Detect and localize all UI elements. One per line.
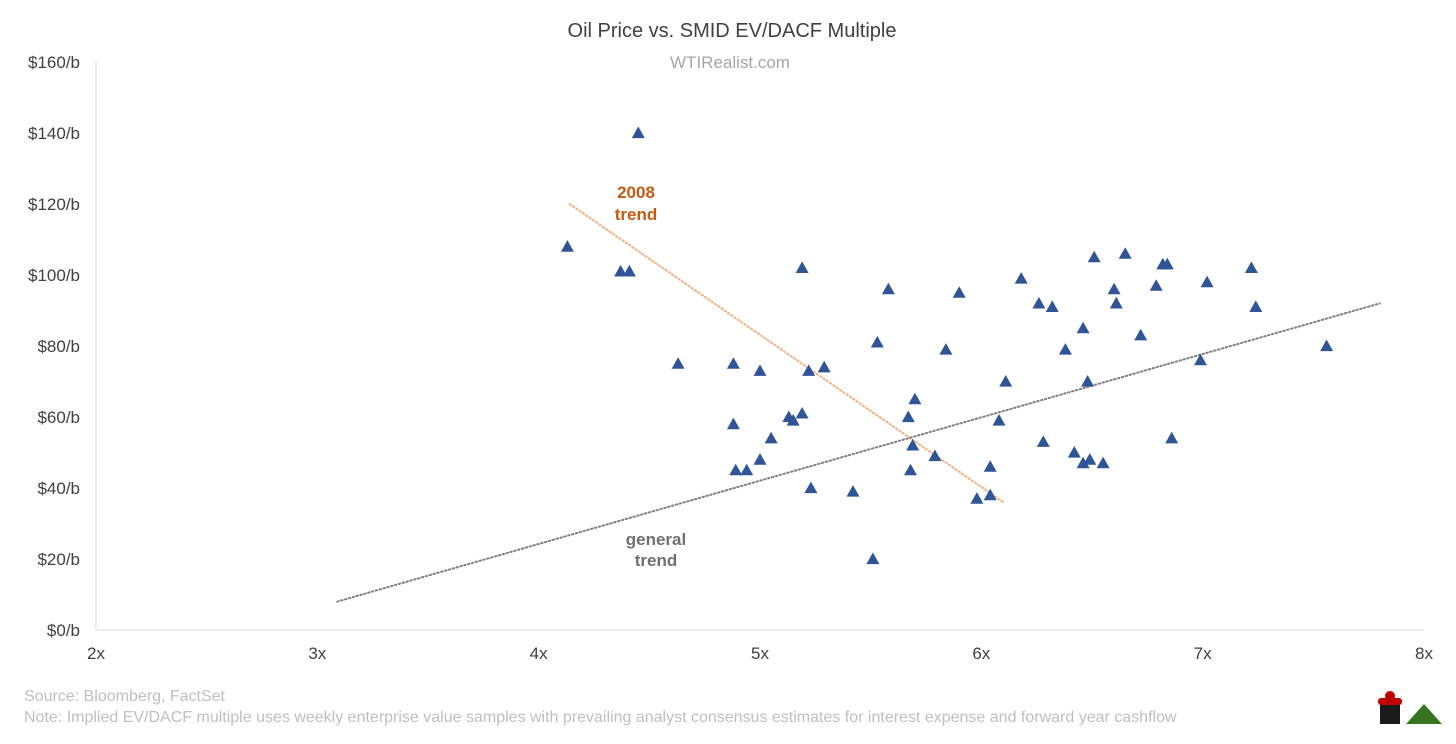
data-point-triangle [802, 364, 816, 376]
data-point-triangle [1067, 446, 1081, 458]
data-point-triangle [1087, 250, 1101, 263]
x-tick-label: 3x [308, 644, 326, 663]
y-tick-label: $120/b [28, 195, 80, 214]
data-point-triangle [870, 335, 884, 348]
x-tick-label: 6x [972, 644, 990, 663]
data-point-triangle [983, 460, 997, 472]
data-point-triangle [1109, 296, 1123, 309]
data-point-triangle [631, 126, 645, 139]
annotation-2008-trend-line2: trend [615, 205, 658, 224]
data-point-triangle [999, 375, 1013, 387]
data-point-triangle [753, 453, 767, 465]
data-point-triangle [983, 488, 997, 501]
data-point-triangle [560, 240, 574, 252]
data-point-triangle [1249, 300, 1263, 312]
data-point-triangle [1118, 247, 1132, 259]
data-point-triangle [1149, 279, 1163, 291]
data-point-triangle [1165, 431, 1179, 444]
y-tick-label: $140/b [28, 124, 80, 143]
x-tick-labels: 2x 3x 4x 5x 6x 7x 8x [87, 644, 1433, 663]
x-tick-label: 2x [87, 644, 105, 663]
data-point-triangle [726, 357, 740, 369]
data-point-triangle [1096, 456, 1110, 469]
data-point-triangle [1160, 257, 1174, 270]
data-point-triangle [1244, 261, 1258, 273]
x-tick-label: 4x [530, 644, 548, 663]
data-point-triangle [1134, 328, 1148, 341]
y-tick-label: $60/b [37, 408, 80, 427]
data-point-triangle [726, 417, 740, 430]
data-point-triangle [906, 438, 920, 451]
data-point-triangle [1320, 339, 1334, 352]
logo-derrick-top [1378, 698, 1402, 705]
annotation-2008-trend-line1: 2008 [617, 183, 655, 202]
data-point-triangle [740, 463, 754, 476]
y-tick-labels: $0/b $20/b $40/b $60/b $80/b $100/b $120/b $140… [28, 53, 80, 640]
trendline-2008 [568, 203, 1005, 504]
data-point-triangle [1083, 453, 1097, 465]
data-point-triangle [952, 286, 966, 298]
x-tick-label: 8x [1415, 644, 1433, 663]
y-tick-label: $40/b [37, 479, 80, 498]
data-point-triangle [866, 552, 880, 565]
trendlines [336, 203, 1381, 603]
data-point-triangle [729, 463, 743, 476]
data-point-triangle [881, 282, 895, 295]
data-point-triangle [1194, 353, 1207, 366]
data-point-triangle [1036, 435, 1050, 447]
data-point-triangle [753, 364, 767, 376]
logo-derrick-body [1380, 704, 1400, 724]
data-point-triangle [671, 357, 685, 369]
y-tick-label: $80/b [37, 337, 80, 356]
data-point-triangle [1058, 343, 1072, 355]
data-point-triangle [939, 343, 953, 355]
data-point-triangle [1076, 321, 1090, 334]
data-point-triangle [622, 264, 636, 277]
data-point-triangle [992, 414, 1006, 426]
data-point-triangle [846, 485, 860, 497]
y-tick-label: $20/b [37, 550, 80, 569]
y-tick-label: $100/b [28, 266, 80, 285]
source-note: Source: Bloomberg, FactSet [24, 688, 225, 705]
logo-green-hill [1406, 704, 1442, 724]
chart-title: Oil Price vs. SMID EV/DACF Multiple [568, 20, 897, 42]
data-point-triangle [764, 431, 778, 444]
methodology-note: Note: Implied EV/DACF multiple uses week… [24, 709, 1177, 726]
data-point-triangle [795, 261, 809, 273]
data-point-triangle [1081, 375, 1095, 387]
data-point-triangle [1107, 282, 1121, 295]
y-tick-label: $160/b [28, 53, 80, 72]
x-tick-label: 7x [1194, 644, 1212, 663]
trendline-general [336, 302, 1381, 603]
data-point-triangle [817, 360, 831, 373]
data-point-triangle [614, 264, 628, 277]
data-point-triangle [1032, 296, 1046, 309]
data-point-triangle [901, 410, 915, 423]
chart-subtitle: WTIRealist.com [670, 53, 790, 72]
data-point-triangle [1200, 275, 1214, 288]
data-point-triangle [1076, 456, 1090, 469]
annotation-general-trend-line2: trend [635, 551, 678, 570]
data-point-triangle [786, 414, 800, 426]
x-tick-label: 5x [751, 644, 769, 663]
y-tick-label: $0/b [47, 621, 80, 640]
data-point-triangle [908, 392, 922, 405]
data-point-triangle [1014, 272, 1028, 284]
data-point-triangle [1045, 300, 1059, 312]
oil-derrick-hill-logo [1378, 691, 1442, 724]
data-point-triangle [928, 449, 942, 462]
axes [95, 62, 1424, 631]
data-point-triangle [904, 463, 917, 476]
data-point-triangle [970, 492, 984, 504]
annotation-general-trend-line1: general [626, 530, 686, 549]
data-point-triangle [795, 407, 809, 419]
data-points [560, 126, 1334, 565]
logo-flame [1385, 691, 1395, 701]
data-point-triangle [804, 481, 818, 494]
